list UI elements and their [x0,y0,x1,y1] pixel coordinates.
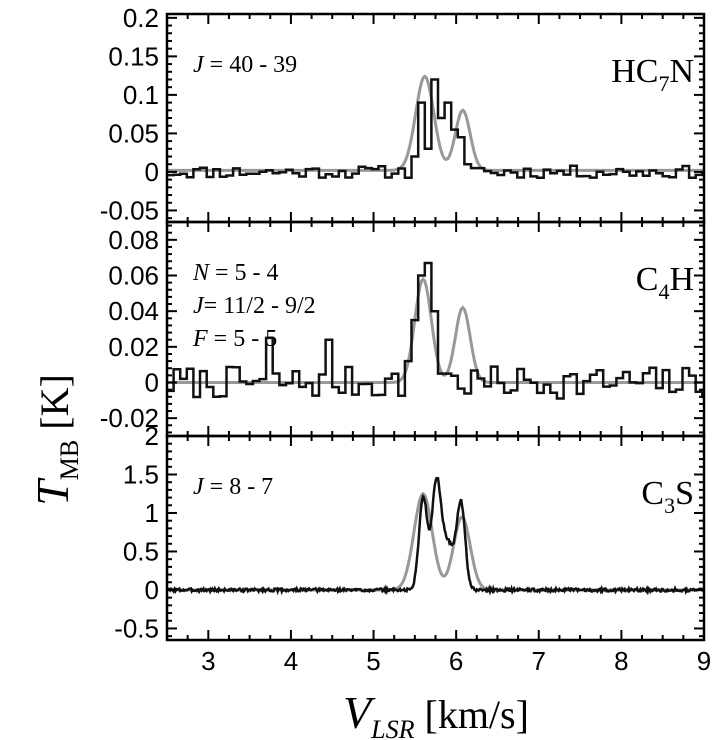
transition-label-middle-0: N = 5 - 4 [192,260,279,286]
ytick-label-bottom-2: 0.5 [123,536,159,566]
ytick-label-middle-2: 0.02 [108,332,159,362]
ytick-label-bottom-5: 2 [145,421,159,451]
molecule-label-top: HC7N [611,53,694,96]
transition-label-top-0: J = 40 - 39 [193,52,297,78]
ytick-label-top-1: 0 [145,157,159,187]
ytick-label-middle-4: 0.06 [108,261,159,291]
series-top-gray [167,74,704,172]
ytick-label-bottom-4: 1.5 [123,459,159,489]
panel-top: -0.05 0 0.05 0.1 0.15 0.2 J = 40 - 39 HC7N [100,3,706,225]
ytick-label-middle-5: 0.08 [108,225,159,255]
xtick-label-4: 7 [532,646,546,676]
y-axis-title: TMB [K] [27,374,84,506]
ytick-label-middle-0: -0.02 [100,403,159,433]
series-middle-gray [167,276,704,384]
ytick-label-bottom-3: 1 [145,498,159,528]
ytick-label-top-2: 0.05 [108,118,159,148]
series-bottom-black [167,476,704,596]
molecule-label-middle: C4H [636,261,694,304]
series-bottom-gray [167,491,704,592]
series-top-black [167,78,704,180]
xtick-label-5: 8 [614,646,628,676]
molecule-label-bottom: C3S [641,475,694,518]
series-middle-black [167,261,704,400]
frame-bottom [165,434,706,642]
series-group-top [167,74,704,180]
panels: -0.05 0 0.05 0.1 0.15 0.2 J = 40 - 39 HC7N -0.02… [100,3,712,676]
transition-label-bottom-0: J = 8 - 7 [193,474,273,500]
x-axis-title: VLSR [km/s] [343,687,529,740]
ytick-label-top-3: 0.1 [123,80,159,110]
ytick-label-bottom-1: 0 [145,575,159,605]
series-group-bottom [167,476,704,596]
ytick-label-middle-3: 0.04 [108,296,159,326]
ytick-label-top-4: 0.15 [108,41,159,71]
xtick-label-1: 4 [284,646,298,676]
ytick-label-middle-1: 0 [145,368,159,398]
ytick-label-bottom-0: -0.5 [114,613,159,643]
xtick-label-0: 3 [201,646,215,676]
xtick-label-3: 6 [449,646,463,676]
transition-label-middle-1: J= 11/2 - 9/2 [193,293,316,319]
xtick-label-2: 5 [366,646,380,676]
panel-middle: -0.02 0 0.02 0.04 0.06 0.08 N = 5 - 4 J= 11/2 -… [100,220,706,438]
series-group-middle [167,261,704,400]
ytick-label-top-0: -0.05 [100,195,159,225]
xtick-label-6: 9 [697,646,711,676]
panel-bottom: -0.5 0 0.5 1 1.5 2 3 4 5 6 7 8 9 J = 8 - 7 C3S [114,421,711,676]
ytick-label-top-5: 0.2 [123,3,159,33]
transition-label-middle-2: F = 5 - 5 [192,326,277,352]
